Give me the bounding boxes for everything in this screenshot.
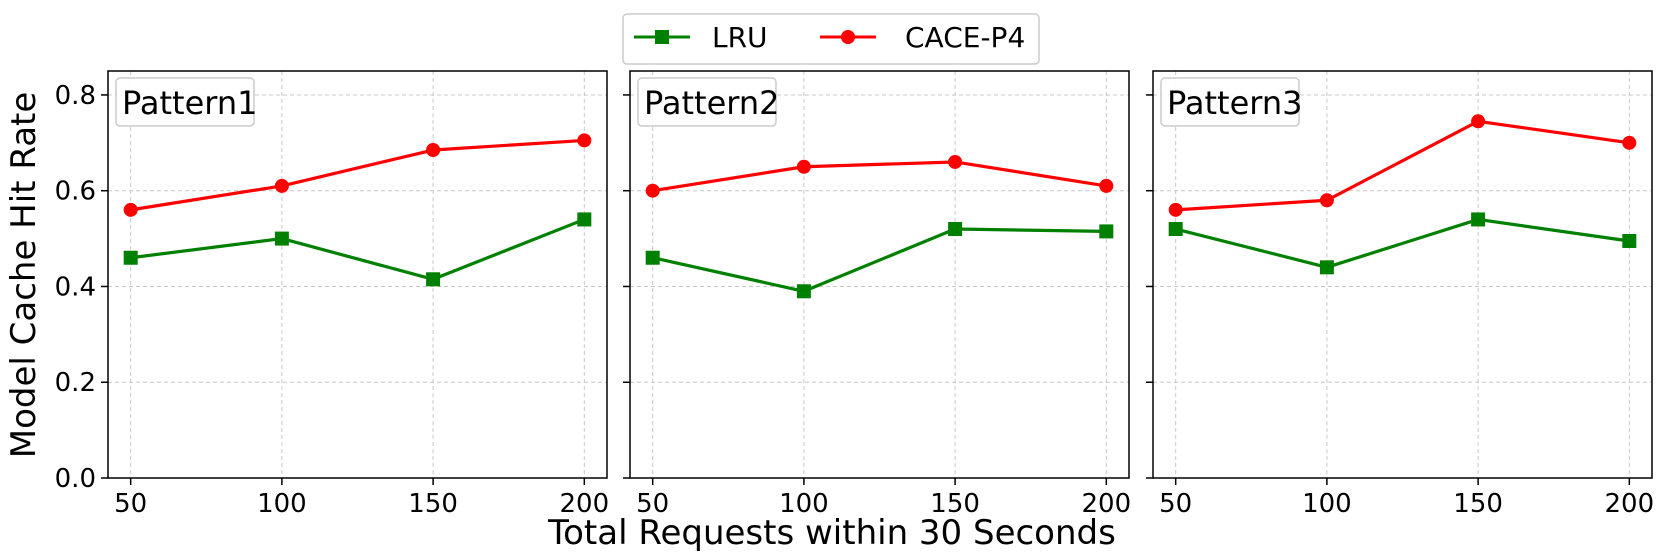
data-point-cace-p4	[274, 178, 289, 193]
data-point-lru	[1471, 212, 1486, 227]
data-point-cace-p4	[123, 202, 138, 217]
x-axis-title: Total Requests within 30 Seconds	[547, 513, 1116, 553]
data-point-cace-p4	[948, 154, 963, 169]
data-point-lru	[1168, 222, 1183, 237]
data-point-lru	[426, 272, 441, 287]
x-tick-label: 150	[930, 489, 980, 519]
data-point-lru	[274, 231, 289, 246]
panel-2: 50 100 150 200 Pattern2	[623, 70, 1131, 519]
legend-lru-label: LRU	[712, 21, 768, 54]
series-line-cace-p4	[652, 160, 1107, 193]
series-line-cace-p4	[130, 138, 585, 212]
legend-cace-label: CACE-P4	[905, 21, 1025, 54]
legend-lru-marker	[655, 30, 669, 44]
series-line-lru	[1175, 217, 1630, 269]
panel-title-box	[637, 77, 777, 127]
x-tick-label: 50	[1159, 489, 1192, 519]
data-point-cace-p4	[1622, 135, 1637, 150]
x-tick-label: 150	[408, 489, 458, 519]
x-tick-label: 200	[1604, 489, 1654, 519]
data-point-cace-p4	[796, 159, 811, 174]
data-point-cace-p4	[1471, 114, 1486, 129]
y-tick-label: 0.8	[55, 81, 96, 111]
x-tick-label: 200	[1081, 489, 1131, 519]
legend-frame	[622, 13, 1040, 65]
x-tick-label: 100	[257, 489, 307, 519]
x-tick-label: 150	[1453, 489, 1503, 519]
data-point-lru	[796, 284, 811, 299]
x-tick-label: 50	[114, 489, 147, 519]
x-tick-label: 50	[636, 489, 669, 519]
panels: 50 100 150 200 0.0 0.2 0.4 0.6 0.8 Pattern1 50 100 1…	[55, 70, 1654, 519]
plot-frame	[629, 70, 1130, 479]
data-point-cace-p4	[1319, 193, 1334, 208]
series-line-cace-p4	[1175, 119, 1630, 212]
y-tick-label: 0.2	[55, 368, 96, 398]
panel-title-box	[115, 77, 255, 127]
data-point-cace-p4	[1168, 202, 1183, 217]
panel-1: 50 100 150 200 0.0 0.2 0.4 0.6 0.8 Pattern1	[55, 70, 609, 519]
x-tick-label: 100	[1302, 489, 1352, 519]
data-point-cace-p4	[426, 143, 441, 158]
plot-frame	[107, 70, 608, 479]
panel-title: Pattern2	[644, 84, 779, 122]
series-line-lru	[652, 227, 1107, 293]
legend-cace-marker	[841, 30, 855, 44]
data-point-lru	[948, 222, 963, 237]
data-point-lru	[1622, 233, 1637, 248]
panel-title: Pattern3	[1167, 84, 1302, 122]
panel-3: 50 100 150 200 Pattern3	[1146, 70, 1654, 519]
data-point-lru	[645, 250, 660, 265]
panel-title-box	[1160, 77, 1300, 127]
plot-frame	[1152, 70, 1653, 479]
y-tick-label: 0.4	[55, 272, 96, 302]
data-point-lru	[1099, 224, 1114, 239]
data-point-lru	[577, 212, 592, 227]
data-point-cace-p4	[645, 183, 660, 198]
x-tick-label: 100	[779, 489, 829, 519]
y-tick-label: 0.6	[55, 177, 96, 207]
x-tick-label: 200	[559, 489, 609, 519]
data-point-cace-p4	[577, 133, 592, 148]
legend: LRU CACE-P4	[622, 13, 1040, 65]
data-point-lru	[1319, 260, 1334, 275]
data-point-cace-p4	[1099, 178, 1114, 193]
y-axis-title: Model Cache Hit Rate	[4, 92, 44, 459]
series-line-lru	[130, 217, 585, 281]
data-point-lru	[123, 250, 138, 265]
panel-title: Pattern1	[122, 84, 257, 122]
y-tick-label: 0.0	[55, 464, 96, 494]
